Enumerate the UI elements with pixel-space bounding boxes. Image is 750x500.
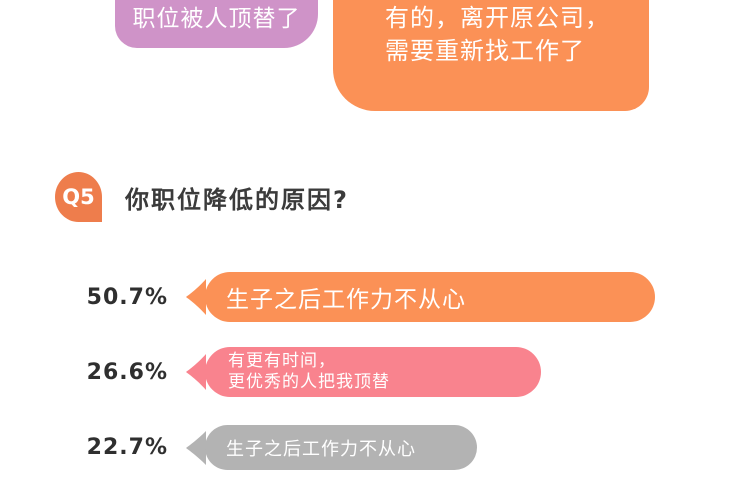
bubble-tail-icon xyxy=(186,279,206,315)
speech-bubble-left: 职位被人顶替了 xyxy=(115,0,318,48)
bar: 生子之后工作力不从心 xyxy=(205,272,655,322)
question-title: 你职位降低的原因? xyxy=(125,185,349,214)
bar-label: 生子之后工作力不从心 xyxy=(226,438,416,460)
bar-label: 有更有时间， 更优秀的人把我顶替 xyxy=(228,351,390,392)
bar-label: 生子之后工作力不从心 xyxy=(226,287,466,313)
bar: 有更有时间， 更优秀的人把我顶替 xyxy=(205,347,541,397)
question-row: Q5 你职位降低的原因? xyxy=(55,172,349,222)
bar-chart: 50.7% 生子之后工作力不从心 26.6% 有更有时间， 更优秀的人把我顶替 … xyxy=(0,272,750,470)
percent-label: 22.7% xyxy=(86,435,168,460)
bar-row-1: 50.7% 生子之后工作力不从心 xyxy=(0,272,750,322)
percent-label: 26.6% xyxy=(86,359,168,385)
percent-label: 50.7% xyxy=(86,284,168,310)
bar-row-3: 22.7% 生子之后工作力不从心 xyxy=(0,425,750,470)
bar: 生子之后工作力不从心 xyxy=(205,425,477,470)
speech-bubble-right: 有的，离开原公司， 需要重新找工作了 xyxy=(333,0,649,111)
question-number-badge: Q5 xyxy=(55,172,102,222)
bubble-tail-icon xyxy=(186,430,206,465)
bubble-tail-icon xyxy=(186,354,206,390)
bar-row-2: 26.6% 有更有时间， 更优秀的人把我顶替 xyxy=(0,347,750,397)
